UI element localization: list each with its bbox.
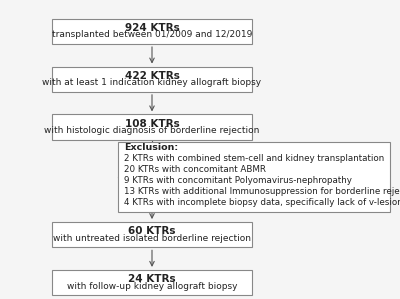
Text: with histologic diagnosis of borderline rejection: with histologic diagnosis of borderline … xyxy=(44,126,260,135)
Text: 4 KTRs with incomplete biopsy data, specifically lack of v-lesion: 4 KTRs with incomplete biopsy data, spec… xyxy=(124,198,400,207)
Text: with follow-up kidney allograft biopsy: with follow-up kidney allograft biopsy xyxy=(67,282,237,291)
Bar xyxy=(52,19,252,44)
Bar xyxy=(52,270,252,295)
Bar xyxy=(118,142,390,212)
Bar xyxy=(52,67,252,92)
Text: 422 KTRs: 422 KTRs xyxy=(124,71,180,81)
Text: transplanted between 01/2009 and 12/2019: transplanted between 01/2009 and 12/2019 xyxy=(52,30,252,39)
Text: 924 KTRs: 924 KTRs xyxy=(125,23,179,33)
Text: with untreated isolated borderline rejection: with untreated isolated borderline rejec… xyxy=(53,234,251,243)
Text: 24 KTRs: 24 KTRs xyxy=(128,274,176,284)
Text: 2 KTRs with combined stem-cell and kidney transplantation: 2 KTRs with combined stem-cell and kidne… xyxy=(124,154,384,163)
Text: 20 KTRs with concomitant ABMR: 20 KTRs with concomitant ABMR xyxy=(124,165,266,174)
Text: 9 KTRs with concomitant Polyomavirus-nephropathy: 9 KTRs with concomitant Polyomavirus-nep… xyxy=(124,176,352,185)
Text: Exclusion:: Exclusion: xyxy=(124,144,178,152)
Text: with at least 1 indication kidney allograft biopsy: with at least 1 indication kidney allogr… xyxy=(42,78,262,87)
Text: 13 KTRs with additional Immunosuppression for borderline rejection: 13 KTRs with additional Immunosuppressio… xyxy=(124,187,400,196)
Bar xyxy=(52,222,252,248)
Bar xyxy=(52,115,252,140)
Text: 108 KTRs: 108 KTRs xyxy=(125,118,179,129)
Text: 60 KTRs: 60 KTRs xyxy=(128,226,176,236)
